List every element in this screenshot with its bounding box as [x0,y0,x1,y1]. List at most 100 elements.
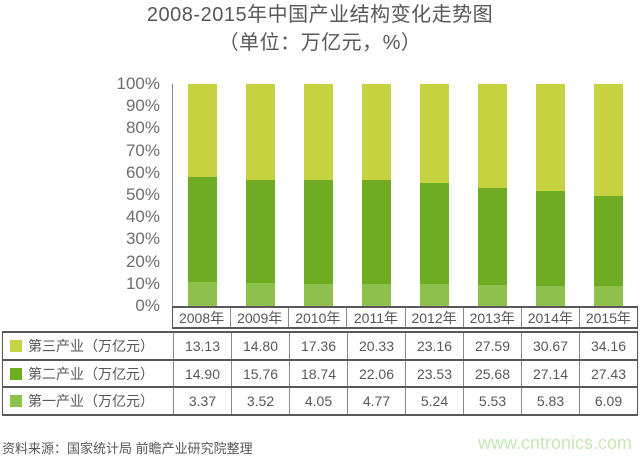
value-cell: 13.13 [173,333,231,359]
plot-area [172,84,638,306]
legend-swatch [10,339,22,352]
value-cell: 4.77 [347,388,405,415]
year-header-cell: 2010年 [288,308,346,327]
value-cell: 3.37 [173,388,231,415]
bars [173,84,637,306]
bar-segment [477,84,507,189]
value-cell: 5.24 [405,388,463,415]
legend-swatch [10,367,22,380]
bar-segment [535,190,565,286]
value-cell: 18.74 [289,360,347,387]
value-cell: 22.06 [347,360,405,387]
bar-segment [535,285,565,306]
bar-segment [477,285,507,306]
legend-cell: 第二产业（万亿元） [3,361,173,387]
y-axis: 100% 90% 80% 70% 60% 50% 40% 30% 20% 10% 0% [0,74,160,315]
value-cell: 25.68 [463,360,521,387]
bar-column-2012年 [405,84,463,306]
y-tick-label: 0% [135,296,160,315]
legend-label: 第二产业（万亿元） [28,365,154,382]
year-header-cell: 2012年 [404,308,463,327]
value-cell: 3.52 [231,388,289,415]
bar-column-2015年 [579,84,637,306]
bar-segment [593,84,623,197]
legend-swatch [10,395,22,408]
bar-segment [361,179,391,284]
bar-segment [419,283,449,306]
legend-cell: 第三产业（万亿元） [3,333,173,359]
bar-segment [245,283,275,306]
bar-segment [187,84,217,177]
bar-segment [419,183,449,284]
bar-segment [361,84,391,180]
bar-segment [361,283,391,306]
y-tick-label: 40% [125,207,160,227]
stacked-bar-chart: 100% 90% 80% 70% 60% 50% 40% 30% 20% 10% 0% [0,74,640,315]
bar-segment [245,180,275,284]
year-header-cell: 2015年 [578,308,637,327]
stacked-bar [303,84,333,306]
year-header-cell: 2014年 [520,308,579,327]
bar-segment [303,283,333,306]
bar-column-2011年 [347,84,405,306]
legend-label: 第三产业（万亿元） [28,337,154,354]
value-cell: 30.67 [521,333,579,359]
chart-subtitle: （单位：万亿元，%） [218,32,422,54]
bar-segment [419,84,449,183]
stacked-bar [535,84,565,306]
bar-segment [187,176,217,283]
value-cell: 27.14 [521,360,579,387]
value-cell: 14.90 [173,360,231,387]
value-cell: 5.83 [521,388,579,415]
stacked-bar [187,84,217,306]
value-cell: 4.05 [289,388,347,415]
bar-segment [593,286,623,306]
table-row: 第一产业（万亿元） 3.37 3.52 4.05 4.77 5.24 5.53 5.83 6.0… [3,386,637,415]
y-tick-label: 80% [125,118,160,138]
stacked-bar [593,84,623,306]
bar-segment [535,84,565,191]
value-cell: 6.09 [579,388,637,415]
y-tick-label: 60% [125,162,160,182]
y-tick-label: 30% [125,229,160,249]
y-tick-label: 20% [125,251,160,271]
stacked-bar [477,84,507,306]
data-table: 第三产业（万亿元） 13.13 14.80 17.36 20.33 23.16 27.59 3… [2,331,638,416]
year-header-row: 2008年 2009年 2010年 2011年 2012年 2013年 2014年 2015年 [172,306,638,329]
year-header-cell: 2008年 [178,309,225,326]
stacked-bar [361,84,391,306]
bar-segment [245,84,275,181]
bar-segment [477,188,507,286]
bar-segment [187,282,217,306]
y-tick-label: 10% [125,273,160,293]
chart-title: 2008-2015年中国产业结构变化走势图 [146,4,494,26]
value-cell: 15.76 [231,360,289,387]
y-tick-label: 90% [125,96,160,116]
value-cell: 23.16 [405,333,463,359]
y-tick-label: 70% [125,140,160,160]
source-note: 资料来源：国家统计局 前瞻产业研究院整理 [2,441,253,456]
value-cell: 17.36 [289,333,347,359]
legend-label: 第一产业（万亿元） [28,393,154,410]
watermark-link[interactable]: www.cntronics.com [477,433,632,453]
value-cell: 27.59 [463,333,521,359]
value-cell: 20.33 [347,333,405,359]
bar-segment [593,196,623,287]
bar-column-2009年 [231,84,289,306]
table-row: 第三产业（万亿元） 13.13 14.80 17.36 20.33 23.16 27.59 3… [3,333,637,359]
y-tick-label: 50% [125,185,160,204]
legend-cell: 第一产业（万亿元） [3,388,173,414]
y-tick-label: 100% [116,74,160,93]
year-header-cell: 2011年 [346,308,404,327]
bar-column-2008年 [173,84,231,306]
bar-column-2010年 [289,84,347,306]
bar-column-2013年 [463,84,521,306]
bar-segment [303,179,333,284]
value-cell: 34.16 [579,333,637,359]
stacked-bar [419,84,449,306]
bar-column-2014年 [521,84,579,306]
value-cell: 5.53 [463,388,521,415]
stacked-bar [245,84,275,306]
value-cell: 23.53 [405,360,463,387]
